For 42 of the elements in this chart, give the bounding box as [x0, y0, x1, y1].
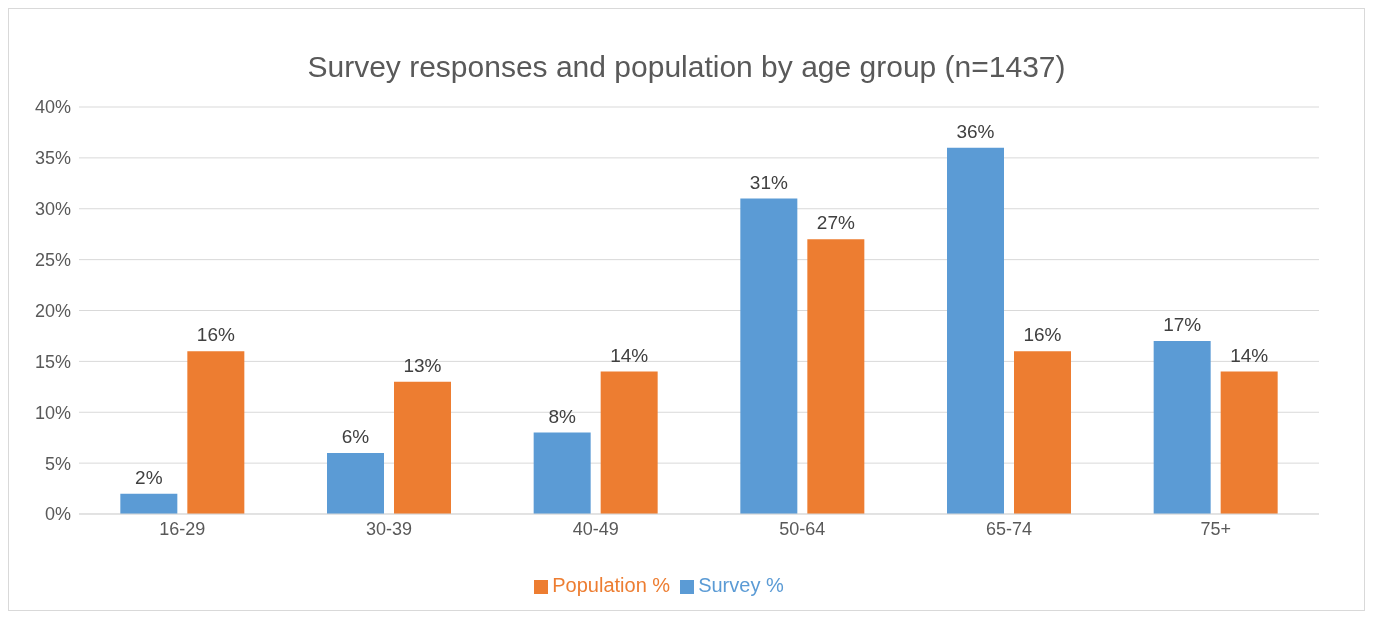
y-tick-label: 5%: [44, 453, 71, 474]
data-label: 14%: [610, 344, 649, 366]
bar: [947, 147, 1004, 514]
bar: [327, 452, 384, 514]
bar: [807, 239, 865, 514]
y-tick-label: 20%: [34, 300, 71, 321]
data-label: 8%: [548, 405, 576, 427]
data-label: 27%: [816, 212, 855, 234]
data-label: 31%: [749, 171, 788, 193]
y-tick-label: 40%: [34, 97, 71, 118]
bar: [394, 381, 451, 514]
bar: [600, 371, 658, 514]
y-tick-label: 10%: [34, 402, 71, 423]
data-label: 16%: [1023, 324, 1062, 346]
y-tick-label: 0%: [44, 504, 71, 525]
y-tick-label: 30%: [34, 199, 71, 220]
x-tick-label: 50-64: [779, 518, 826, 539]
data-label: 14%: [1230, 344, 1269, 366]
bar: [1014, 351, 1071, 514]
data-label: 36%: [956, 120, 995, 142]
bar: [1220, 371, 1278, 514]
y-tick-label: 35%: [34, 148, 71, 169]
x-tick-label: 30-39: [365, 518, 413, 539]
data-label: 6%: [341, 425, 370, 447]
bar: [187, 351, 245, 514]
legend-label: Survey %: [698, 574, 784, 596]
x-tick-label: 40-49: [572, 518, 619, 539]
bar: [740, 198, 798, 514]
x-tick-label: 65-74: [985, 518, 1033, 539]
x-tick-label: 16-29: [159, 518, 206, 539]
data-label: 13%: [403, 354, 442, 376]
chart-title: Survey responses and population by age group (n=1437): [306, 49, 1067, 85]
bar: [1153, 341, 1211, 514]
bar: [533, 432, 591, 514]
bar: [120, 493, 178, 514]
y-tick-label: 25%: [34, 250, 71, 271]
y-tick-label: 15%: [34, 351, 71, 372]
data-label: 16%: [196, 324, 235, 346]
data-label: 17%: [1163, 314, 1202, 336]
x-tick-label: 75+: [1200, 518, 1231, 539]
data-label: 2%: [135, 466, 163, 488]
legend-label: Population %: [552, 574, 671, 596]
